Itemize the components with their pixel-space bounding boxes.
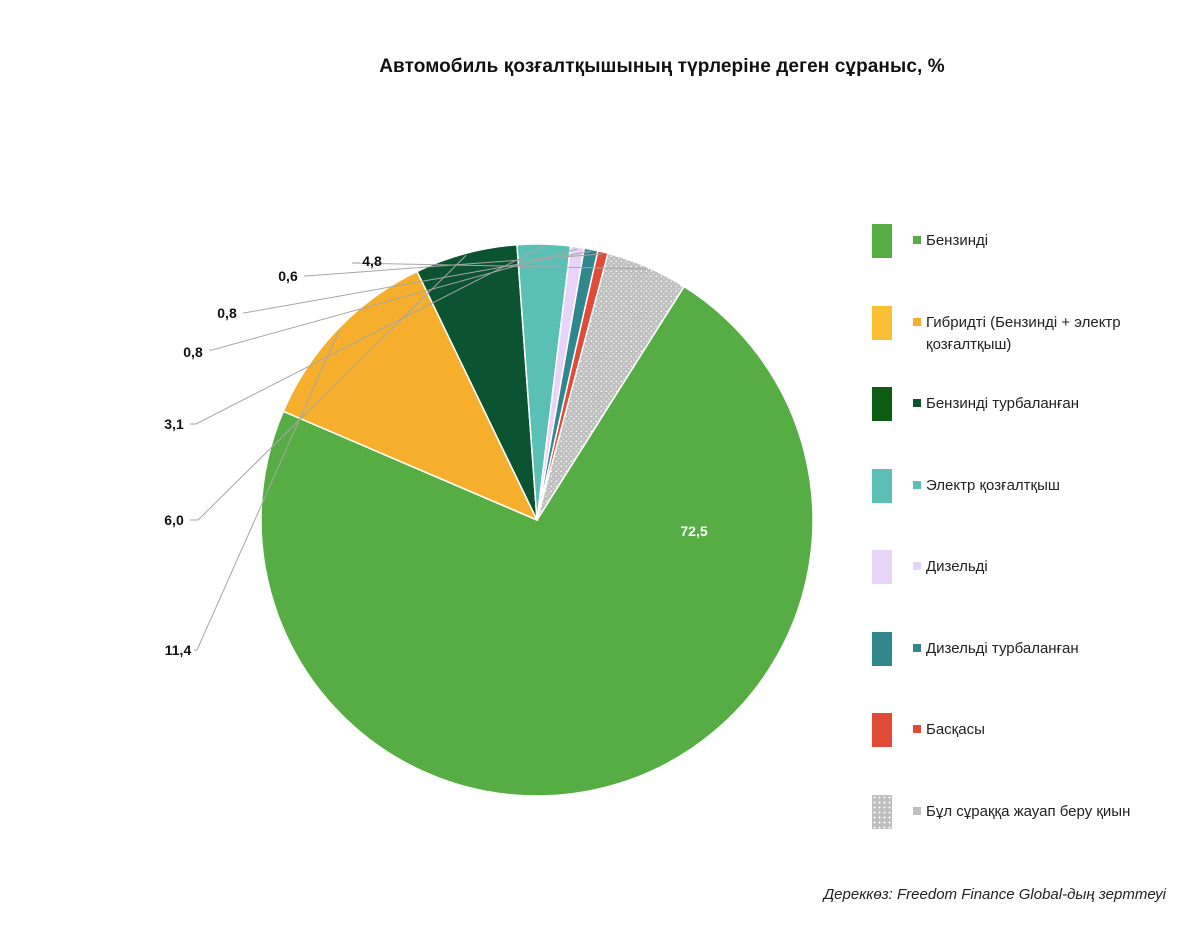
legend-label: Бұл сұраққа жауап беру қиын bbox=[926, 802, 1131, 820]
legend-bullet-icon bbox=[913, 236, 921, 244]
legend-bullet-icon bbox=[913, 806, 921, 815]
legend-swatch bbox=[872, 387, 892, 421]
legend-label: Электр қозғалтқыш bbox=[926, 476, 1060, 494]
legend-bullet-icon bbox=[913, 480, 921, 489]
legend-label: Дизельді турбаланған bbox=[926, 639, 1079, 657]
leader-line-3 bbox=[190, 254, 467, 521]
legend-swatch bbox=[872, 224, 892, 258]
pie-slice-2 bbox=[282, 270, 539, 522]
legend-bullet-icon bbox=[913, 725, 921, 733]
legend-swatch bbox=[872, 468, 892, 503]
chart-title: Автомобиль қозғалтқышының түрлеріне деге… bbox=[379, 56, 945, 77]
leader-line-4 bbox=[190, 245, 545, 425]
legend-swatch bbox=[872, 305, 892, 340]
leader-line-6 bbox=[243, 250, 591, 314]
data-label-1: 72,5 bbox=[680, 523, 707, 539]
data-label-3: 6,0 bbox=[164, 512, 184, 528]
legend-label: Гибридті (Бензинді + электр қозғалтқыш) bbox=[926, 313, 1121, 353]
leader-line-2 bbox=[194, 330, 340, 651]
data-label-4: 3,1 bbox=[164, 416, 184, 432]
legend-label: Бензинді турбаланған bbox=[926, 395, 1080, 412]
legend-bullet-icon bbox=[913, 317, 921, 326]
legend-label: Дизельді bbox=[926, 558, 988, 575]
legend-swatch bbox=[872, 794, 892, 829]
legend-bullet-icon bbox=[913, 562, 921, 570]
pie-slices bbox=[260, 243, 814, 797]
data-label-5: 0,8 bbox=[183, 344, 203, 360]
legend-bullet-icon bbox=[913, 399, 921, 407]
legend-bullet-icon bbox=[913, 643, 921, 652]
leader-line-7 bbox=[304, 253, 603, 277]
leader-line-5 bbox=[209, 248, 578, 351]
leader-lines bbox=[190, 245, 647, 651]
data-label-7: 0,6 bbox=[278, 268, 298, 284]
legend-swatch bbox=[872, 631, 892, 666]
data-label-2: 11,4 bbox=[165, 642, 192, 658]
pie-slice-8 bbox=[536, 252, 686, 521]
leader-line-8 bbox=[351, 262, 647, 270]
data-label-6: 0,8 bbox=[217, 305, 237, 321]
pie-slice-1 bbox=[260, 285, 814, 797]
legend-swatch bbox=[872, 713, 892, 747]
data-labels: 72,5 11,4 6,0 3,1 0,8 0,8 0,6 4,8 bbox=[164, 253, 708, 658]
legend-swatch bbox=[872, 550, 892, 584]
legend-label: Бензинді bbox=[926, 232, 989, 249]
source-note: Дереккөз: Freedom Finance Global-дың зер… bbox=[823, 886, 1166, 903]
legend-label: Басқасы bbox=[926, 721, 985, 738]
data-label-8: 4,8 bbox=[362, 253, 382, 269]
